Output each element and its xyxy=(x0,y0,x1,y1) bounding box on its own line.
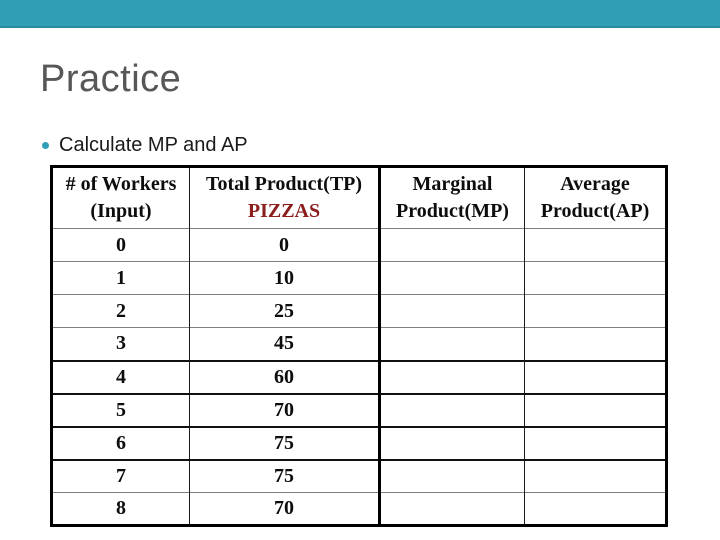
cell-mp xyxy=(378,228,525,262)
cell-workers: 5 xyxy=(116,398,126,421)
table-row: 7 75 xyxy=(51,459,667,493)
cell-ap xyxy=(524,393,667,427)
cell-workers: 3 xyxy=(116,332,126,355)
cell-ap xyxy=(524,228,667,262)
cell-workers: 6 xyxy=(116,431,126,454)
col-header-average-product: Average Product(AP) xyxy=(524,166,667,229)
cell-ap xyxy=(524,426,667,460)
cell-ap xyxy=(524,327,667,361)
col-header-line: Product(MP) xyxy=(396,200,509,222)
cell-workers: 7 xyxy=(116,464,126,487)
cell-ap xyxy=(524,261,667,295)
cell-workers: 0 xyxy=(116,233,126,256)
col-header-line: Total Product(TP) xyxy=(205,173,363,195)
cell-tp: 25 xyxy=(189,294,380,328)
cell-workers: 2 xyxy=(116,299,126,322)
cell-tp: 75 xyxy=(189,426,380,460)
cell-workers: 4 xyxy=(116,365,126,388)
cell-tp: 45 xyxy=(189,327,380,361)
col-header-workers: # of Workers (Input) xyxy=(52,167,190,229)
bullet-item: Calculate MP and AP xyxy=(42,131,248,159)
cell-tp: 70 xyxy=(189,393,380,427)
table-row: 1 10 xyxy=(51,261,667,295)
table-row: 3 45 xyxy=(51,327,667,361)
slide-title: Practice xyxy=(40,58,182,100)
col-header-line: Marginal xyxy=(412,173,493,195)
col-header-marginal-product: Marginal Product(MP) xyxy=(378,166,525,229)
cell-tp: 10 xyxy=(189,261,380,295)
cell-tp: 0 xyxy=(189,228,380,262)
table-header-row: # of Workers (Input) Total Product(TP) P… xyxy=(52,166,667,229)
bullet-text: Calculate MP and AP xyxy=(59,133,248,156)
table-row: 8 70 xyxy=(51,492,667,526)
cell-mp xyxy=(378,459,525,493)
cell-ap xyxy=(524,492,667,526)
col-header-line: Average xyxy=(560,173,630,195)
cell-mp xyxy=(378,294,525,328)
col-header-line: Product(AP) xyxy=(540,200,650,222)
table-row: 5 70 xyxy=(51,393,667,427)
cell-ap xyxy=(524,459,667,493)
cell-tp: 60 xyxy=(189,360,380,394)
table-row: 2 25 xyxy=(51,294,667,328)
bullet-icon xyxy=(42,141,49,149)
cell-workers: 8 xyxy=(116,497,126,519)
cell-tp: 75 xyxy=(189,459,380,493)
cell-mp xyxy=(378,426,525,460)
cell-mp xyxy=(378,261,525,295)
cell-tp: 70 xyxy=(189,492,380,526)
table-row: 6 75 xyxy=(51,426,667,460)
table-row: 4 60 xyxy=(51,360,667,394)
cell-workers: 1 xyxy=(116,266,126,289)
col-header-line: (Input) xyxy=(90,200,152,222)
table-body: 0 0 1 10 2 25 3 45 4 60 5 70 6 75 7 75 8 70 xyxy=(51,228,667,526)
col-header-total-product: Total Product(TP) PIZZAS xyxy=(189,166,380,229)
col-header-line: # of Workers xyxy=(65,173,177,195)
cell-mp xyxy=(378,360,525,394)
col-header-pizzas-label: PIZZAS xyxy=(247,200,321,222)
cell-mp xyxy=(378,393,525,427)
top-accent-bar xyxy=(0,0,720,28)
cell-ap xyxy=(524,360,667,394)
cell-mp xyxy=(378,327,525,361)
cell-ap xyxy=(524,294,667,328)
practice-table: # of Workers (Input) Total Product(TP) P… xyxy=(50,165,668,527)
cell-mp xyxy=(378,492,525,526)
